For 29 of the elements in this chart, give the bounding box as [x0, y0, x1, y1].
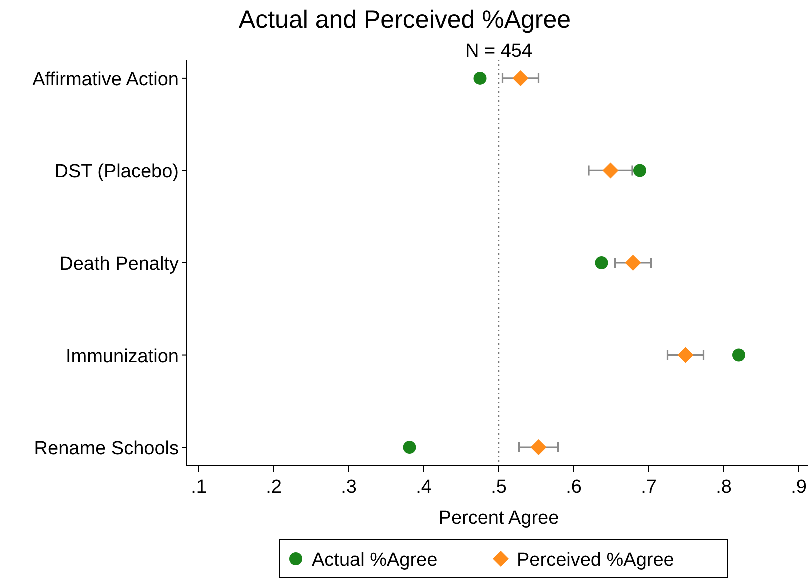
point — [732, 348, 746, 362]
legend-label: Perceived %Agree — [517, 550, 674, 571]
chart-title: Actual and Perceived %Agree — [238, 6, 572, 34]
x-tick-label: .9 — [791, 477, 807, 498]
point — [595, 256, 608, 270]
x-tick-label: .3 — [341, 477, 357, 498]
y-tick-label: Rename Schools — [34, 438, 179, 460]
x-axis-title: Percent Agree — [438, 508, 560, 529]
x-tick-label: .2 — [266, 477, 282, 498]
x-tick-label: .8 — [716, 477, 732, 498]
chart-subtitle: N = 454 — [465, 41, 533, 62]
point — [625, 255, 642, 271]
x-tick-label: .4 — [416, 477, 432, 498]
x-tick-label: .6 — [566, 477, 582, 498]
x-tick-label: .1 — [191, 477, 207, 498]
point — [403, 441, 416, 454]
point — [602, 162, 619, 179]
point — [678, 347, 694, 364]
point — [530, 440, 547, 456]
legend-label: Actual %Agree — [312, 550, 438, 571]
y-tick-label: Affirmative Action — [32, 69, 179, 90]
point — [634, 164, 646, 178]
x-tick-label: .7 — [641, 477, 657, 498]
y-tick-label: Immunization — [66, 346, 179, 368]
point — [474, 72, 487, 85]
y-tick-label: Death Penalty — [60, 254, 180, 275]
y-tick-label: DST (Placebo) — [54, 162, 179, 183]
point — [512, 70, 529, 86]
x-tick-label: .5 — [491, 477, 507, 498]
